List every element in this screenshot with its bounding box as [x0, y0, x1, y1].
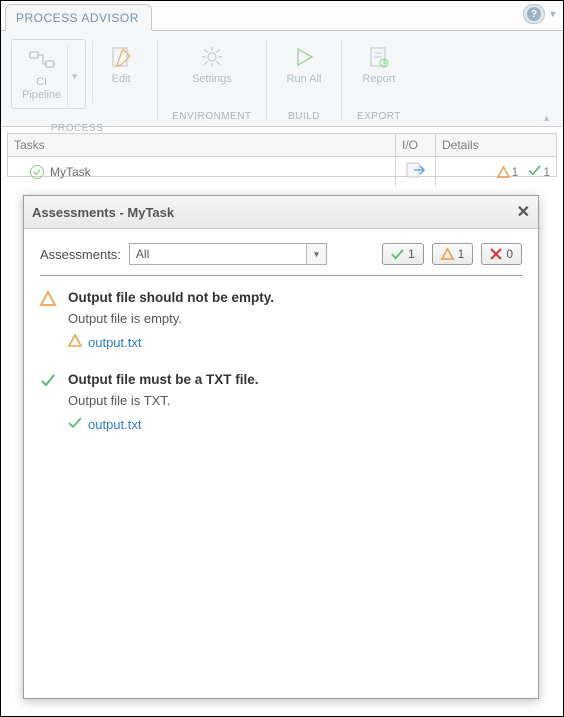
tab-label: PROCESS ADVISOR — [16, 11, 139, 25]
assessments-list: Output file should not be empty. Output … — [40, 276, 522, 432]
check-icon — [391, 248, 404, 260]
ribbon-toolstrip: CIPipeline ▼ Edit PROCESS — [1, 31, 563, 127]
triangle-warn-icon — [441, 248, 454, 260]
pass-count[interactable]: 1 — [528, 164, 550, 179]
play-icon — [290, 43, 318, 71]
col-tasks[interactable]: Tasks — [8, 134, 396, 157]
tab-process-advisor[interactable]: PROCESS ADVISOR — [5, 4, 152, 31]
settings-label: Settings — [192, 73, 232, 85]
pass-count-value: 1 — [543, 165, 550, 179]
warn-count[interactable]: 1 — [497, 165, 519, 179]
filter-selected-value: All — [136, 247, 149, 261]
edit-label: Edit — [112, 73, 131, 85]
ci-pipeline-dropdown-caret-icon[interactable]: ▼ — [67, 46, 81, 106]
help-button[interactable]: ? — [523, 4, 545, 24]
tasks-table: Tasks I/O Details MyTask 1 — [7, 133, 557, 177]
ci-pipeline-icon — [28, 46, 56, 74]
chip-warn[interactable]: 1 — [432, 243, 474, 265]
ribbon-group-build-label: BUILD — [288, 109, 320, 126]
settings-button[interactable]: Settings — [186, 39, 238, 89]
tasks-table-header: Tasks I/O Details — [8, 134, 556, 157]
modal-body: Assessments: All ▼ 1 1 — [24, 229, 538, 698]
ribbon-group-process: CIPipeline ▼ Edit PROCESS — [11, 39, 143, 126]
assessments-filter-select[interactable]: All ▼ — [129, 243, 327, 265]
triangle-warn-icon — [497, 166, 510, 178]
warn-count-value: 1 — [512, 165, 519, 179]
assessment-item: Output file should not be empty. Output … — [40, 290, 522, 350]
col-details[interactable]: Details — [436, 134, 556, 157]
tabbar-right-controls: ? ▼ — [523, 4, 559, 24]
triangle-warn-icon — [68, 334, 82, 350]
assessments-modal: Assessments - MyTask ✕ Assessments: All … — [23, 195, 539, 699]
ci-pipeline-split-button[interactable]: CIPipeline ▼ — [11, 39, 86, 109]
task-name: MyTask — [50, 165, 91, 179]
filter-label: Assessments: — [40, 247, 121, 262]
assessment-title: Output file should not be empty. — [68, 290, 522, 305]
filter-row: Assessments: All ▼ 1 1 — [40, 243, 522, 276]
report-button[interactable]: Report — [356, 39, 401, 89]
assessment-file-link[interactable]: output.txt — [88, 417, 141, 432]
run-all-label: Run All — [287, 73, 322, 85]
help-icon: ? — [527, 7, 541, 21]
modal-title-text: Assessments - MyTask — [32, 205, 174, 220]
tab-bar: PROCESS ADVISOR ? ▼ — [1, 1, 563, 31]
x-fail-icon — [490, 248, 502, 260]
help-dropdown-caret-icon[interactable]: ▼ — [547, 4, 559, 24]
assessment-title: Output file must be a TXT file. — [68, 372, 522, 387]
status-chip-group: 1 1 0 — [382, 243, 522, 265]
edit-icon — [107, 43, 135, 71]
ribbon-collapse-icon[interactable]: ▴ — [540, 111, 553, 126]
report-label: Report — [362, 73, 395, 85]
io-icon[interactable] — [406, 161, 426, 182]
ribbon-group-export-label: EXPORT — [357, 109, 401, 126]
chip-fail[interactable]: 0 — [481, 243, 522, 265]
assessment-message: Output file is empty. — [68, 311, 522, 326]
edit-button[interactable]: Edit — [99, 39, 143, 89]
chip-pass[interactable]: 1 — [382, 243, 424, 265]
chip-warn-count: 1 — [458, 247, 465, 261]
triangle-warn-icon — [40, 290, 58, 309]
ribbon-group-environment: Settings ENVIRONMENT — [172, 39, 251, 126]
assessment-item: Output file must be a TXT file. Output f… — [40, 372, 522, 432]
gear-icon — [198, 43, 226, 71]
ci-pipeline-label: CIPipeline — [22, 76, 61, 101]
check-icon — [528, 164, 541, 179]
close-icon[interactable]: ✕ — [517, 202, 530, 222]
col-io[interactable]: I/O — [396, 134, 436, 157]
check-icon — [68, 416, 82, 432]
ribbon-group-env-label: ENVIRONMENT — [172, 109, 251, 126]
assessment-message: Output file is TXT. — [68, 393, 522, 408]
chevron-down-icon: ▼ — [306, 244, 326, 264]
run-all-button[interactable]: Run All — [281, 39, 328, 89]
report-icon — [365, 43, 393, 71]
check-icon — [40, 372, 58, 391]
chip-fail-count: 0 — [506, 247, 513, 261]
status-ok-icon — [30, 165, 44, 179]
ribbon-group-export: Report EXPORT — [356, 39, 401, 126]
table-row[interactable]: MyTask 1 1 — [8, 157, 556, 186]
assessment-file-link[interactable]: output.txt — [88, 335, 141, 350]
modal-titlebar[interactable]: Assessments - MyTask ✕ — [24, 196, 538, 229]
chip-pass-count: 1 — [408, 247, 415, 261]
ribbon-group-build: Run All BUILD — [281, 39, 328, 126]
